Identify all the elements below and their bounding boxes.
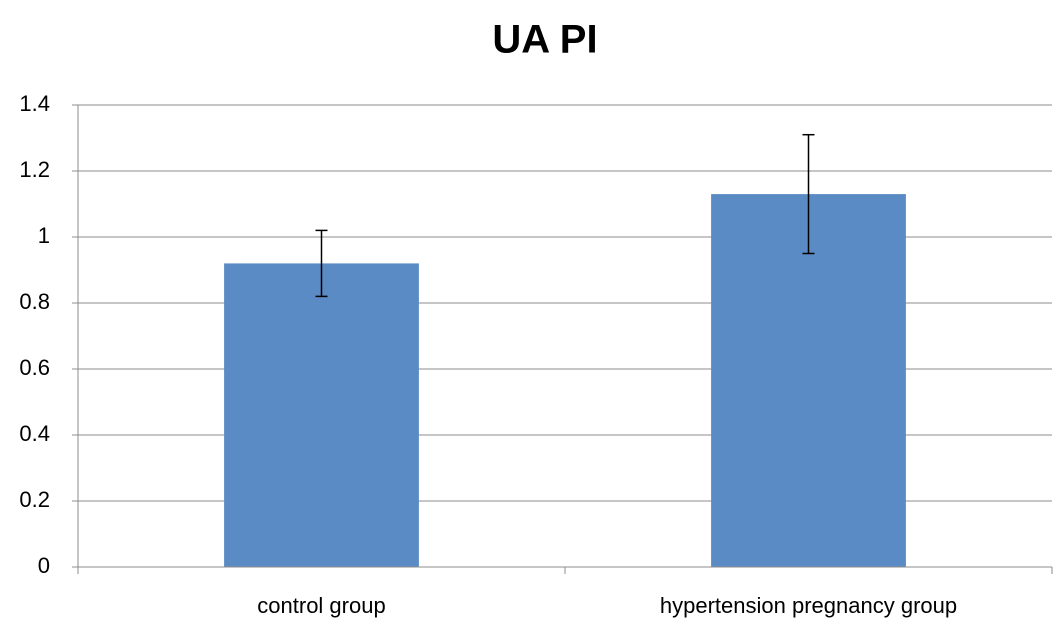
y-tick-label: 1.4: [19, 91, 50, 116]
y-tick-label: 0.8: [19, 289, 50, 314]
bar: [711, 194, 906, 567]
y-tick-label: 1.2: [19, 157, 50, 182]
bar: [224, 263, 419, 567]
chart-title: UA PI: [492, 18, 597, 62]
y-tick-label: 1: [38, 223, 50, 248]
y-tick-label: 0.6: [19, 355, 50, 380]
y-tick-label: 0.2: [19, 487, 50, 512]
y-tick-label: 0.4: [19, 421, 50, 446]
x-tick-label: hypertension pregnancy group: [660, 593, 957, 618]
x-tick-label: control group: [257, 593, 385, 618]
y-tick-label: 0: [38, 553, 50, 578]
